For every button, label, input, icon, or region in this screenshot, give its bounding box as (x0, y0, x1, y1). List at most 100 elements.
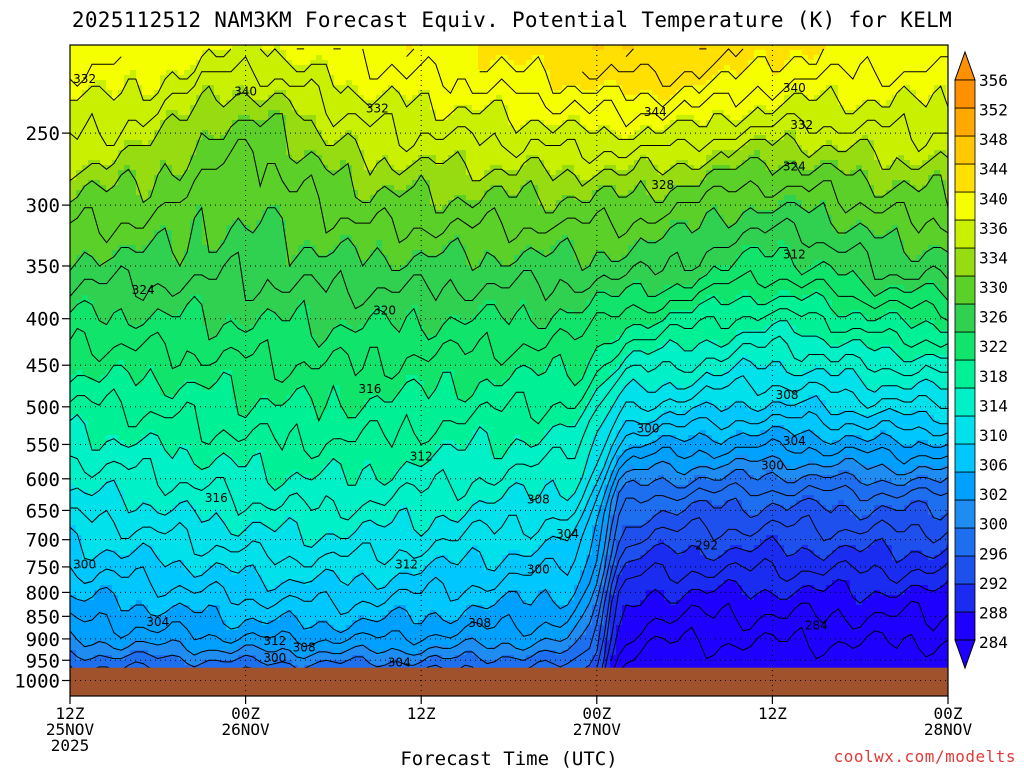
colorbar-label: 336 (979, 219, 1008, 238)
y-tick-label: 450 (26, 355, 60, 377)
colorbar-label: 352 (979, 101, 1008, 120)
colorbar-label: 340 (979, 189, 1008, 208)
colorbar-swatch (954, 583, 976, 613)
colorbar-label: 344 (979, 160, 1008, 179)
y-tick-label: 500 (26, 397, 60, 419)
colorbar-label: 300 (979, 515, 1008, 534)
colorbar-swatch (954, 331, 976, 361)
colorbar-label: 296 (979, 544, 1008, 563)
y-tick-label: 1000 (14, 671, 60, 693)
y-tick-label: 700 (26, 530, 60, 552)
contour-label: 312 (410, 449, 433, 463)
colorbar-swatch (954, 275, 976, 305)
contour-label: 312 (395, 557, 418, 571)
colorbar-swatch (954, 527, 976, 557)
colorbar-swatch (954, 415, 976, 445)
contour-label: 312 (783, 248, 806, 262)
x-tick-label: 00Z (231, 704, 260, 723)
y-tick-label: 250 (26, 123, 60, 145)
contour-label: 328 (651, 178, 674, 192)
colorbar-top-arrow (954, 50, 976, 81)
chart-title: 2025112512 NAM3KM Forecast Equiv. Potent… (71, 8, 953, 32)
contour-label: 344 (644, 105, 667, 119)
contour-label: 308 (527, 492, 550, 506)
colorbar-label: 322 (979, 337, 1008, 356)
contour-label: 308 (776, 388, 799, 402)
x-tick-label: 2025 (51, 736, 90, 755)
ground-area (70, 667, 948, 696)
contour-label: 292 (695, 538, 718, 552)
y-tick-label: 900 (26, 629, 60, 651)
contour-label: 304 (556, 527, 579, 541)
theta-e-field (70, 45, 948, 696)
contour-label: 320 (373, 304, 396, 318)
x-tick-label: 28NOV (924, 720, 973, 739)
credit-text[interactable]: coolwx.com/modelts (833, 747, 1016, 766)
plot-frame (69, 44, 949, 697)
contour-label: 300 (73, 557, 96, 571)
colorbar-label: 330 (979, 278, 1008, 297)
y-tick-label: 800 (26, 582, 60, 604)
colorbar-label: 318 (979, 367, 1008, 386)
contour-label: 308 (293, 641, 316, 655)
colorbar-label: 334 (979, 248, 1008, 267)
colorbar-swatch (954, 499, 976, 529)
colorbar: 356 352 348 344 340 336 334 330 326 322 318 314 310 3… (954, 50, 1008, 670)
contour-label: 340 (234, 85, 257, 99)
y-tick-label: 750 (26, 557, 60, 579)
y-tick-label: 600 (26, 469, 60, 491)
contour-label: 324 (783, 159, 806, 173)
colorbar-label: 348 (979, 130, 1008, 149)
colorbar-swatch (954, 555, 976, 585)
colorbar-label: 292 (979, 574, 1008, 593)
y-tick-label: 650 (26, 500, 60, 522)
y-tick-label: 400 (26, 309, 60, 331)
colorbar-swatch (954, 191, 976, 221)
colorbar-swatch (954, 135, 976, 165)
x-tick-label: 25NOV (46, 720, 95, 739)
contour-label: 300 (527, 563, 550, 577)
contour-label: 332 (366, 102, 389, 116)
colorbar-label: 302 (979, 485, 1008, 504)
colorbar-label: 288 (979, 603, 1008, 622)
contour-label: 332 (73, 72, 96, 86)
colorbar-swatch (954, 387, 976, 417)
contour-label: 300 (263, 651, 286, 665)
contour-label: 284 (805, 619, 828, 633)
x-tick-label: 27NOV (573, 720, 622, 739)
colorbar-label: 326 (979, 308, 1008, 327)
x-tick-label: 12Z (407, 704, 436, 723)
y-tick-label: 850 (26, 606, 60, 628)
contour-label: 304 (388, 655, 411, 669)
colorbar-label: 314 (979, 396, 1008, 415)
y-tick-label: 550 (26, 434, 60, 456)
x-tick-label: 12Z (56, 704, 85, 723)
colorbar-label: 306 (979, 456, 1008, 475)
colorbar-label: 310 (979, 426, 1008, 445)
contour-label: 304 (783, 434, 806, 448)
x-tick-label: 00Z (934, 704, 963, 723)
colorbar-swatch (954, 247, 976, 277)
colorbar-bottom-arrow (954, 639, 976, 670)
x-tick-label: 00Z (582, 704, 611, 723)
contour-label: 332 (790, 118, 813, 132)
contour-label: 316 (359, 382, 382, 396)
contour-label: 312 (263, 634, 286, 648)
y-tick-label: 300 (26, 195, 60, 217)
colorbar-swatch (954, 443, 976, 473)
colorbar-swatch (954, 359, 976, 389)
x-axis-label: Forecast Time (UTC) (400, 748, 617, 768)
contour-label: 316 (205, 491, 228, 505)
contour-label: 304 (146, 615, 169, 629)
colorbar-swatch (954, 611, 976, 641)
colorbar-swatch (954, 219, 976, 249)
contour-label: 340 (783, 81, 806, 95)
contour-label: 308 (468, 616, 491, 630)
colorbar-label: 284 (979, 633, 1008, 652)
x-tick-label: 12Z (758, 704, 787, 723)
contour-label: 300 (761, 458, 784, 472)
x-tick-label: 26NOV (222, 720, 271, 739)
colorbar-swatch (954, 163, 976, 193)
colorbar-swatch (954, 471, 976, 501)
